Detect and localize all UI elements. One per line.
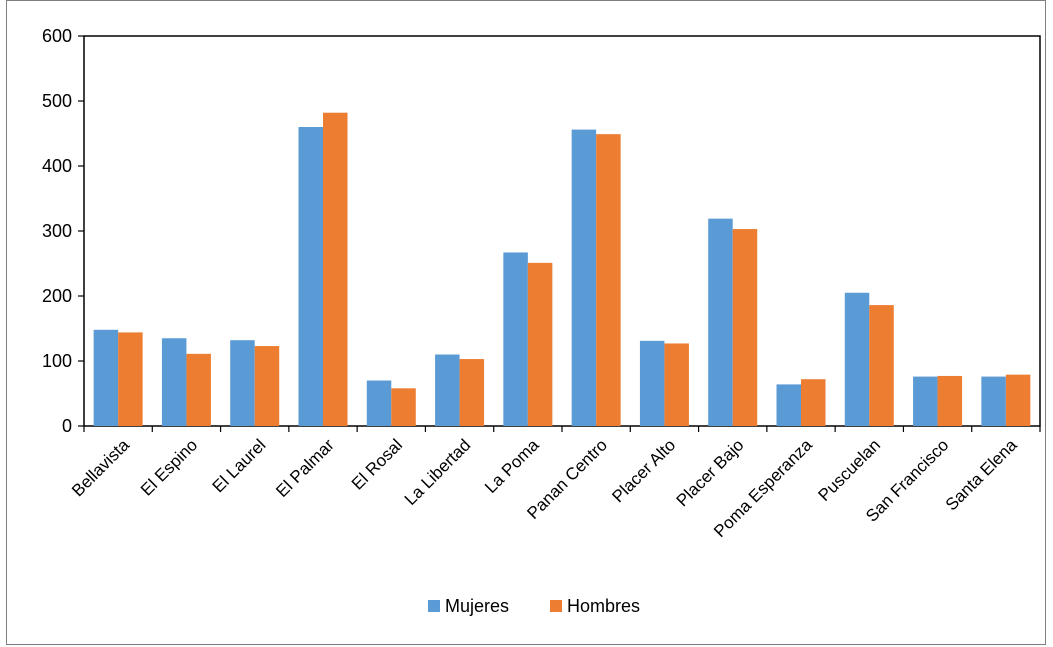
bar-mujeres (298, 127, 323, 426)
y-tick-label: 200 (42, 286, 72, 306)
plot-area (83, 35, 1041, 427)
category-label: Puscuelan (815, 435, 885, 505)
y-tick-label: 0 (62, 416, 72, 436)
legend-label-hombres: Hombres (567, 596, 640, 616)
legend-swatch-hombres (550, 600, 562, 612)
y-tick-label: 500 (42, 91, 72, 111)
bar-mujeres (844, 292, 870, 426)
y-tick-label: 600 (42, 26, 72, 46)
bar-mujeres (161, 338, 187, 426)
bar-hombres (118, 332, 143, 426)
category-label: Placer Alto (608, 435, 679, 506)
bar-mujeres (981, 376, 1006, 426)
category-label: El Laurel (209, 435, 270, 496)
bar-hombres (254, 346, 280, 426)
bar-mujeres (913, 376, 938, 426)
bar-mujeres (230, 340, 255, 426)
category-label: La Libertad (401, 435, 475, 509)
bar-hombres (459, 359, 485, 426)
bar-hombres (664, 343, 689, 426)
category-label: El Espino (137, 435, 201, 499)
bar-hombres (527, 262, 553, 426)
legend-swatch-mujeres (428, 600, 440, 612)
category-label: Bellavista (68, 435, 133, 500)
bar-mujeres (639, 340, 665, 426)
bar-mujeres (708, 218, 733, 426)
category-label: El Rosal (348, 435, 406, 493)
bar-hombres (937, 375, 963, 426)
bar-mujeres (776, 384, 801, 426)
bar-hombres (391, 388, 416, 426)
bar-hombres (801, 379, 826, 426)
bar-mujeres (571, 129, 597, 426)
bar-hombres (1005, 374, 1031, 426)
category-label: El Palmar (272, 435, 338, 501)
bar-hombres (732, 229, 758, 426)
category-label: Placer Bajo (673, 435, 748, 510)
y-tick-label: 100 (42, 351, 72, 371)
y-tick-label: 300 (42, 221, 72, 241)
category-label: La Poma (481, 435, 543, 497)
bar-hombres (323, 112, 348, 426)
category-label: Santa Elena (942, 435, 1021, 514)
bar-hombres (596, 134, 621, 426)
bar-hombres (186, 353, 211, 426)
bar-mujeres (503, 252, 528, 426)
bar-hombres (869, 305, 894, 426)
bar-mujeres (93, 329, 119, 426)
y-tick-label: 400 (42, 156, 72, 176)
legend-label-mujeres: Mujeres (445, 596, 509, 616)
bar-mujeres (366, 380, 392, 426)
bar-mujeres (435, 354, 460, 426)
